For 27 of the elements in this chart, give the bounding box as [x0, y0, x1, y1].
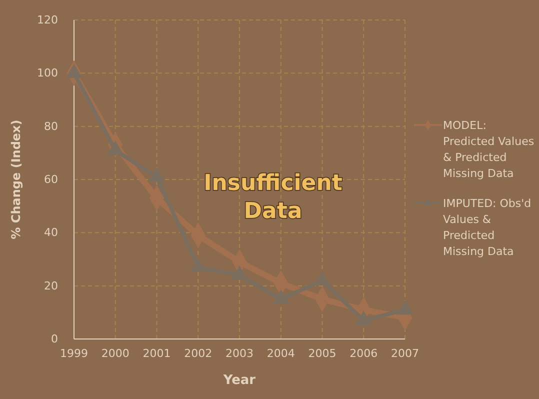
point: [107, 140, 124, 156]
y-tick-label: 0: [51, 332, 58, 346]
x-tick-label: 2005: [308, 346, 336, 360]
x-tick-label: 2004: [266, 346, 295, 360]
point: [148, 167, 166, 182]
y-tick-label: 60: [44, 173, 58, 186]
y-axis-title: % Change (Index): [9, 120, 23, 240]
y-tick-label: 120: [37, 14, 58, 27]
y-tick-label: 100: [37, 66, 58, 80]
x-tick-label: 2001: [142, 346, 171, 360]
legend-label: MODEL: Predicted Values & Predicted Missing Data: [443, 119, 534, 180]
point: [190, 258, 206, 272]
x-tick-label: 2007: [391, 346, 419, 360]
annotation: Insufficient Data: [204, 171, 343, 224]
point: [355, 310, 372, 326]
y-tick-label: 20: [44, 279, 58, 292]
x-tick-label: 2000: [101, 346, 130, 360]
x-tick-label: 2003: [226, 346, 254, 360]
point: [272, 290, 290, 304]
x-tick-label: 2002: [184, 346, 212, 360]
point: [396, 300, 414, 315]
y-tick-label: 40: [44, 226, 58, 240]
y-tick-label: 80: [44, 120, 58, 133]
x-tick-label: 1999: [60, 346, 88, 360]
legend-label: IMPUTED: Obs'd Values & Predicted Missing Data: [443, 197, 532, 258]
x-axis-title: Year: [222, 373, 256, 388]
x-tick-label: 2006: [350, 346, 378, 360]
